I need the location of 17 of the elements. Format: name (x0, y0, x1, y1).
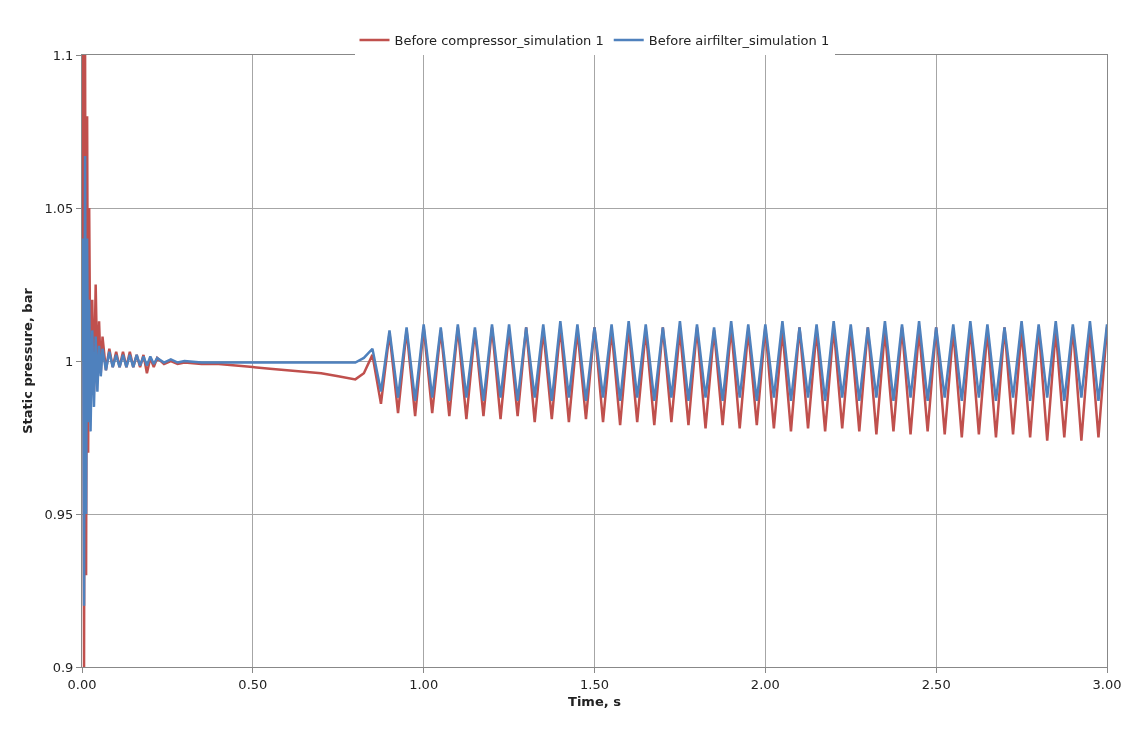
y-tick-label: 1.1 (52, 47, 74, 63)
y-tick-label: 0.9 (52, 659, 74, 675)
x-tick-label: 1.00 (409, 676, 439, 692)
y-tick-label: 1.05 (44, 200, 74, 216)
x-tick-label: 0.50 (238, 676, 268, 692)
legend-label: Before compressor_simulation 1 (394, 33, 604, 49)
y-tick-label: 1 (65, 353, 74, 369)
line-series (82, 154, 1107, 608)
y-axis-title: Static pressure, bar (20, 287, 36, 434)
x-axis-title: Time, s (568, 694, 622, 710)
x-tick-label: 3.00 (1092, 676, 1122, 692)
x-tick-label: 2.00 (750, 676, 780, 692)
x-tick-label: 2.50 (921, 676, 951, 692)
x-tick-label: 1.50 (580, 676, 609, 692)
y-tick-label: 0.95 (44, 506, 74, 522)
x-tick-label: 0.00 (67, 676, 97, 692)
legend-label: Before airfilter_simulation 1 (648, 33, 830, 49)
